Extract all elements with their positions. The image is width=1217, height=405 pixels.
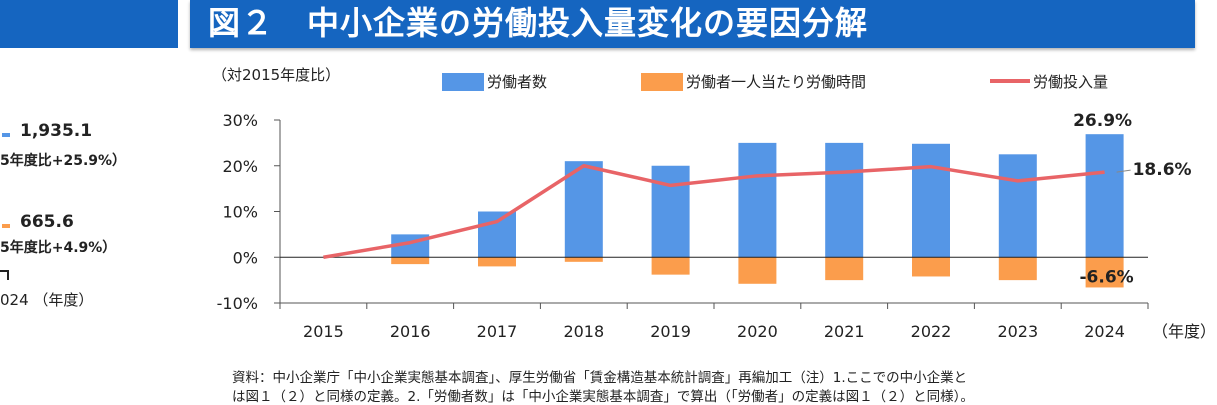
y-tick-label: 30%	[222, 111, 258, 130]
figure-title: 図２ 中小企業の労働投入量変化の要因分解	[208, 4, 869, 42]
left-panel-header	[0, 0, 178, 48]
x-unit-label: （年度）	[1152, 322, 1216, 341]
bar-hours	[564, 257, 603, 262]
bar-hours	[912, 257, 950, 277]
left-value-1: 1,935.1	[20, 121, 93, 141]
annotation-input-2024: 18.6%	[1133, 160, 1192, 180]
x-tick-label: 2019	[650, 322, 691, 341]
line-labor-input	[323, 164, 1105, 259]
bar-workers	[998, 154, 1037, 258]
y-tick-label: 0%	[233, 248, 258, 267]
x-tick-label: 2015	[303, 322, 344, 341]
left-series-marker-1	[2, 133, 10, 137]
bar-hours	[738, 257, 777, 284]
title-banner: 図２ 中小企業の労働投入量変化の要因分解	[190, 0, 1195, 48]
x-tick-label: 2022	[911, 322, 952, 341]
legend-label-workers: 労働者数	[487, 73, 547, 91]
annotation-leader	[1116, 169, 1131, 173]
y-tick-label: 20%	[222, 157, 258, 176]
left-axis-tick	[0, 270, 9, 280]
bar-workers	[825, 142, 864, 258]
x-tick-label: 2018	[563, 322, 604, 341]
bar-hours	[998, 257, 1037, 281]
source-note-line-2: は図１（２）と同様の定義。2.「労働者数」は「中小企業実態基本調査」で算出（「労…	[232, 389, 974, 405]
bar-hours	[478, 257, 516, 267]
x-tick-label: 2021	[824, 322, 865, 341]
bar-hours	[391, 257, 430, 265]
left-series-marker-2	[2, 224, 10, 228]
bar-workers	[1085, 134, 1124, 258]
annotation-hours-2024: -6.6%	[1079, 267, 1133, 287]
source-note-line-1: 資料：中小企業庁「中小企業実態基本調査」、厚生労働省「賃金構造基本統計調査」再編…	[232, 370, 968, 386]
left-value-2: 665.6	[20, 212, 74, 232]
legend-label-hours: 労働者一人当たり労働時間	[686, 73, 866, 91]
y-tick-label: 10%	[222, 203, 258, 222]
y-tick-label: -10%	[217, 294, 258, 313]
annotation-workers-2024: 26.9%	[1073, 111, 1132, 131]
bar-workers	[912, 143, 950, 258]
bar-hours	[825, 257, 864, 281]
legend-label-input: 労働投入量	[1033, 73, 1108, 91]
bar-hours	[1085, 257, 1124, 288]
bar-workers	[738, 142, 777, 258]
x-tick-label: 2016	[390, 322, 431, 341]
bar-workers	[651, 165, 690, 258]
left-sub-1: 5年度比+25.9%）	[0, 153, 127, 169]
left-sub-2: 5年度比+4.9%）	[0, 240, 117, 256]
bar-workers	[478, 211, 516, 258]
x-tick-label: 2017	[477, 322, 518, 341]
legend-swatch-workers	[442, 73, 484, 91]
x-tick-label: 2023	[997, 322, 1038, 341]
x-tick-label: 2020	[737, 322, 778, 341]
bar-hours	[651, 257, 690, 275]
left-axis-label: 024 （年度）	[0, 291, 94, 309]
bar-workers	[564, 161, 603, 258]
legend-swatch-hours	[641, 73, 683, 91]
x-tick-label: 2024	[1084, 322, 1125, 341]
unit-label: （対2015年度比）	[212, 66, 340, 84]
